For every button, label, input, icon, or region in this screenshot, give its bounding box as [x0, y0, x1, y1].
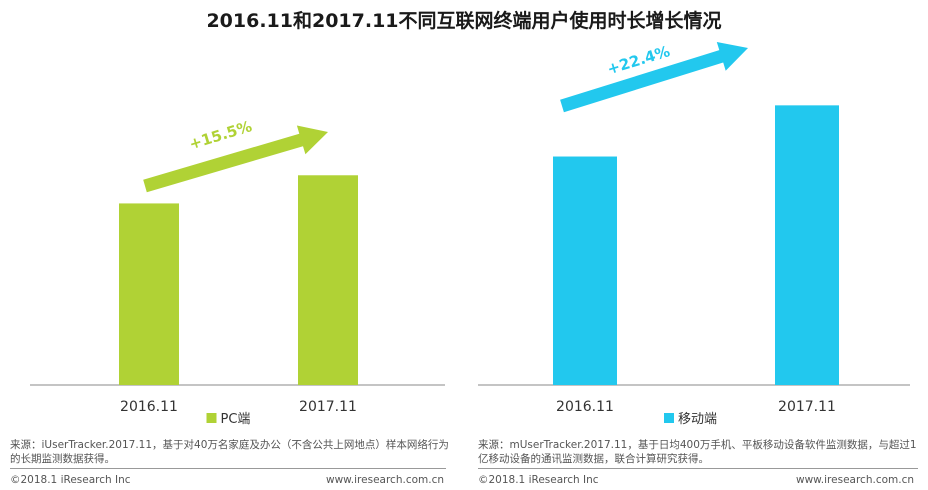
- legend-swatch: [664, 413, 674, 423]
- x-tick-label: 2017.11: [778, 399, 836, 415]
- chart-title: 2016.11和2017.11不同互联网终端用户使用时长增长情况: [206, 10, 722, 32]
- legend-swatch: [206, 413, 217, 423]
- pc-chart: 2016.11 2017.11 PC端 +15.5%: [30, 117, 445, 427]
- right-footer-divider: [478, 468, 918, 469]
- left-copyright: ©2018.1 iResearch Inc: [10, 474, 131, 486]
- growth-arrow-icon: [143, 125, 328, 193]
- right-source-note: 来源：mUserTracker.2017.11，基于日均400万手机、平板移动设…: [478, 439, 917, 465]
- legend-label: PC端: [221, 412, 251, 427]
- bar-2017.11: [775, 105, 839, 386]
- x-tick-label: 2017.11: [299, 399, 357, 415]
- bar-2016.11: [119, 203, 179, 385]
- bar-2017.11: [298, 175, 358, 385]
- right-site: www.iresearch.com.cn: [796, 474, 915, 486]
- growth-label: +15.5%: [187, 117, 254, 153]
- bar-2016.11: [553, 156, 617, 385]
- left-source-note: 来源：iUserTracker.2017.11，基于对40万名家庭及办公（不含公…: [10, 439, 449, 465]
- x-tick-label: 2016.11: [120, 399, 178, 415]
- left-site: www.iresearch.com.cn: [326, 474, 445, 486]
- growth-arrow-icon: [560, 42, 748, 113]
- right-copyright: ©2018.1 iResearch Inc: [478, 474, 599, 486]
- left-footer-divider: [10, 468, 446, 469]
- legend-label: 移动端: [678, 412, 717, 427]
- x-tick-label: 2016.11: [556, 399, 614, 415]
